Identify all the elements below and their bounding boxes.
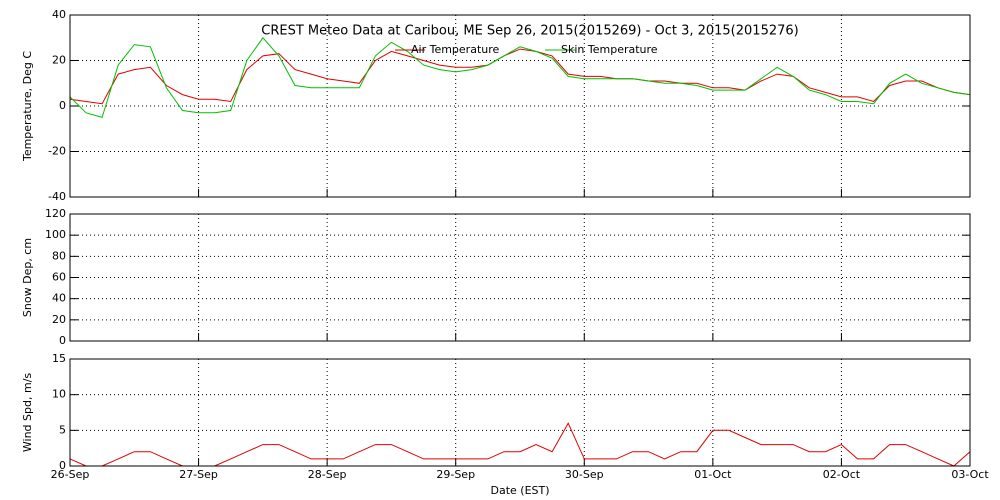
- y-tick-label: 60: [52, 271, 66, 284]
- y-axis-label: Wind Spd, m/s: [21, 373, 34, 453]
- y-tick-label: 10: [52, 388, 66, 401]
- plot-frame: [69, 358, 971, 467]
- legend-label: Air Temperature: [411, 43, 500, 56]
- plot-frame: [69, 14, 971, 198]
- x-tick-label: 26-Sep: [51, 468, 90, 481]
- y-tick-label: 20: [52, 313, 66, 326]
- x-tick-label: 30-Sep: [565, 468, 604, 481]
- y-tick-label: 40: [52, 8, 66, 21]
- data-line: [69, 48, 971, 105]
- y-tick-label: 0: [59, 334, 66, 347]
- y-tick-label: 0: [59, 459, 66, 472]
- y-tick-label: 0: [59, 99, 66, 112]
- y-axis-label: Snow Dep, cm: [21, 238, 34, 317]
- x-axis-label: Date (EST): [490, 484, 549, 497]
- plot-frame: [69, 213, 971, 342]
- y-tick-label: 40: [52, 292, 66, 305]
- y-tick-label: -40: [48, 190, 66, 203]
- y-tick-label: -20: [48, 145, 66, 158]
- y-tick-label: 120: [45, 207, 66, 220]
- y-tick-label: 5: [59, 423, 66, 436]
- x-tick-label: 03-Oct: [951, 468, 989, 481]
- x-tick-label: 29-Sep: [436, 468, 475, 481]
- y-tick-label: 15: [52, 352, 66, 365]
- x-tick-label: 27-Sep: [179, 468, 218, 481]
- y-axis-label: Temperature, Deg C: [21, 51, 34, 162]
- x-tick-label: 02-Oct: [823, 468, 861, 481]
- data-line: [69, 422, 971, 467]
- x-tick-label: 28-Sep: [308, 468, 347, 481]
- x-tick-label: 01-Oct: [694, 468, 732, 481]
- y-tick-label: 80: [52, 249, 66, 262]
- y-tick-label: 20: [52, 54, 66, 67]
- legend-label: Skin Temperature: [561, 43, 658, 56]
- y-tick-label: 100: [45, 228, 66, 241]
- data-line: [69, 36, 971, 119]
- chart-title: CREST Meteo Data at Caribou, ME Sep 26, …: [261, 24, 798, 39]
